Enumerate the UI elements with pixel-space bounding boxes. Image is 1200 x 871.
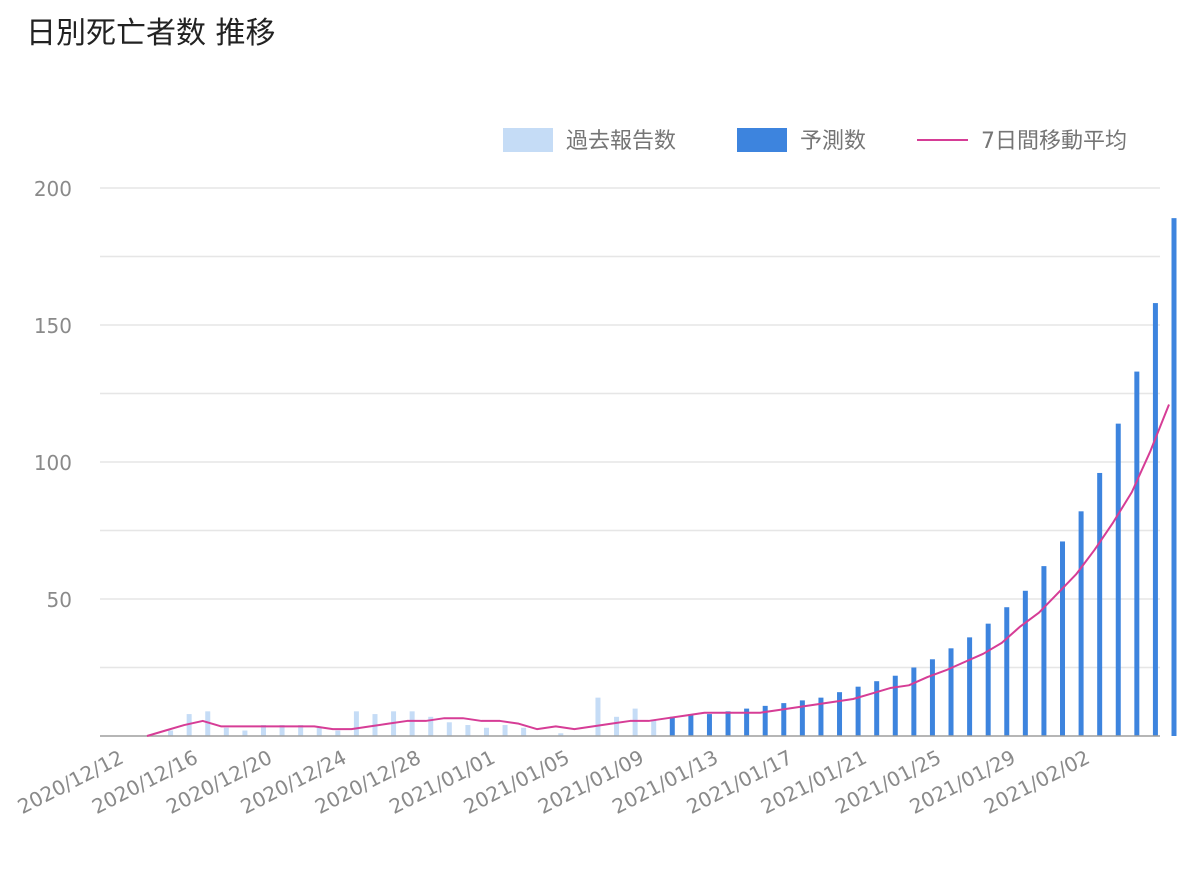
bar-forecast[interactable] (762, 705, 768, 736)
legend-label-average[interactable]: 7日間移動平均 (981, 129, 1127, 154)
bar-past[interactable] (298, 725, 304, 736)
moving-average-polyline[interactable] (146, 404, 1170, 737)
legend-swatch-forecast[interactable] (737, 128, 787, 152)
gridlines (100, 187, 1160, 669)
bar-forecast[interactable] (967, 637, 973, 736)
bar-past[interactable] (260, 725, 266, 736)
bar-forecast[interactable] (1041, 566, 1047, 736)
bar-forecast[interactable] (1134, 371, 1140, 736)
chart-title: 日別死亡者数 推移 (26, 16, 276, 51)
bar-forecast[interactable] (985, 623, 991, 736)
bars (168, 218, 1177, 737)
bar-forecast[interactable] (929, 659, 935, 736)
bar-past[interactable] (483, 727, 489, 736)
bar-forecast[interactable] (1060, 541, 1066, 736)
bar-past[interactable] (279, 725, 285, 736)
bar-past[interactable] (223, 727, 229, 736)
legend-label-past[interactable]: 過去報告数 (566, 129, 676, 154)
bar-forecast[interactable] (706, 714, 712, 736)
bar-forecast[interactable] (855, 686, 861, 736)
bar-forecast[interactable] (744, 708, 750, 736)
bar-forecast[interactable] (1152, 303, 1158, 736)
x-axis-ticks: 2020/12/122020/12/162020/12/202020/12/24… (14, 745, 1094, 819)
bar-forecast[interactable] (1022, 590, 1028, 736)
bar-past[interactable] (353, 711, 359, 736)
bar-past[interactable] (409, 711, 415, 736)
y-axis-ticks: 50 100 150 200 (34, 177, 72, 612)
y-tick-label: 50 (47, 588, 72, 612)
bar-past[interactable] (168, 730, 174, 736)
bar-forecast[interactable] (669, 716, 675, 736)
bar-past[interactable] (205, 711, 211, 736)
legend: 過去報告数 予測数 7日間移動平均 (503, 128, 1127, 154)
bar-past[interactable] (316, 727, 322, 736)
y-tick-label: 150 (34, 314, 72, 338)
bar-forecast[interactable] (911, 667, 917, 737)
bar-forecast[interactable] (781, 703, 787, 736)
bar-past[interactable] (465, 725, 471, 736)
bar-forecast[interactable] (818, 697, 824, 736)
legend-swatch-past[interactable] (503, 128, 553, 152)
bar-past[interactable] (502, 725, 508, 736)
bar-past[interactable] (595, 697, 601, 736)
bar-forecast[interactable] (837, 692, 843, 736)
bar-forecast[interactable] (948, 648, 954, 736)
bar-forecast[interactable] (1171, 218, 1177, 736)
bar-past[interactable] (521, 727, 527, 736)
bar-past[interactable] (446, 722, 452, 736)
bar-past[interactable] (186, 714, 192, 736)
bar-past[interactable] (558, 733, 564, 736)
bar-past[interactable] (242, 730, 248, 736)
bar-past[interactable] (614, 716, 620, 736)
bar-past[interactable] (335, 730, 341, 736)
moving-average-line (146, 404, 1170, 737)
bar-forecast[interactable] (1078, 511, 1084, 736)
bar-forecast[interactable] (1004, 607, 1010, 736)
bar-forecast[interactable] (688, 714, 694, 736)
y-tick-label: 200 (34, 177, 72, 201)
bar-forecast[interactable] (1115, 423, 1121, 736)
bar-past[interactable] (651, 719, 657, 736)
bar-forecast[interactable] (725, 711, 731, 736)
legend-label-forecast[interactable]: 予測数 (800, 129, 866, 154)
bar-forecast[interactable] (799, 700, 805, 736)
y-tick-label: 100 (34, 451, 72, 475)
bar-forecast[interactable] (1097, 472, 1103, 736)
bar-past[interactable] (428, 716, 434, 736)
bar-forecast[interactable] (874, 681, 880, 736)
bar-past[interactable] (632, 708, 638, 736)
bar-forecast[interactable] (892, 675, 898, 736)
